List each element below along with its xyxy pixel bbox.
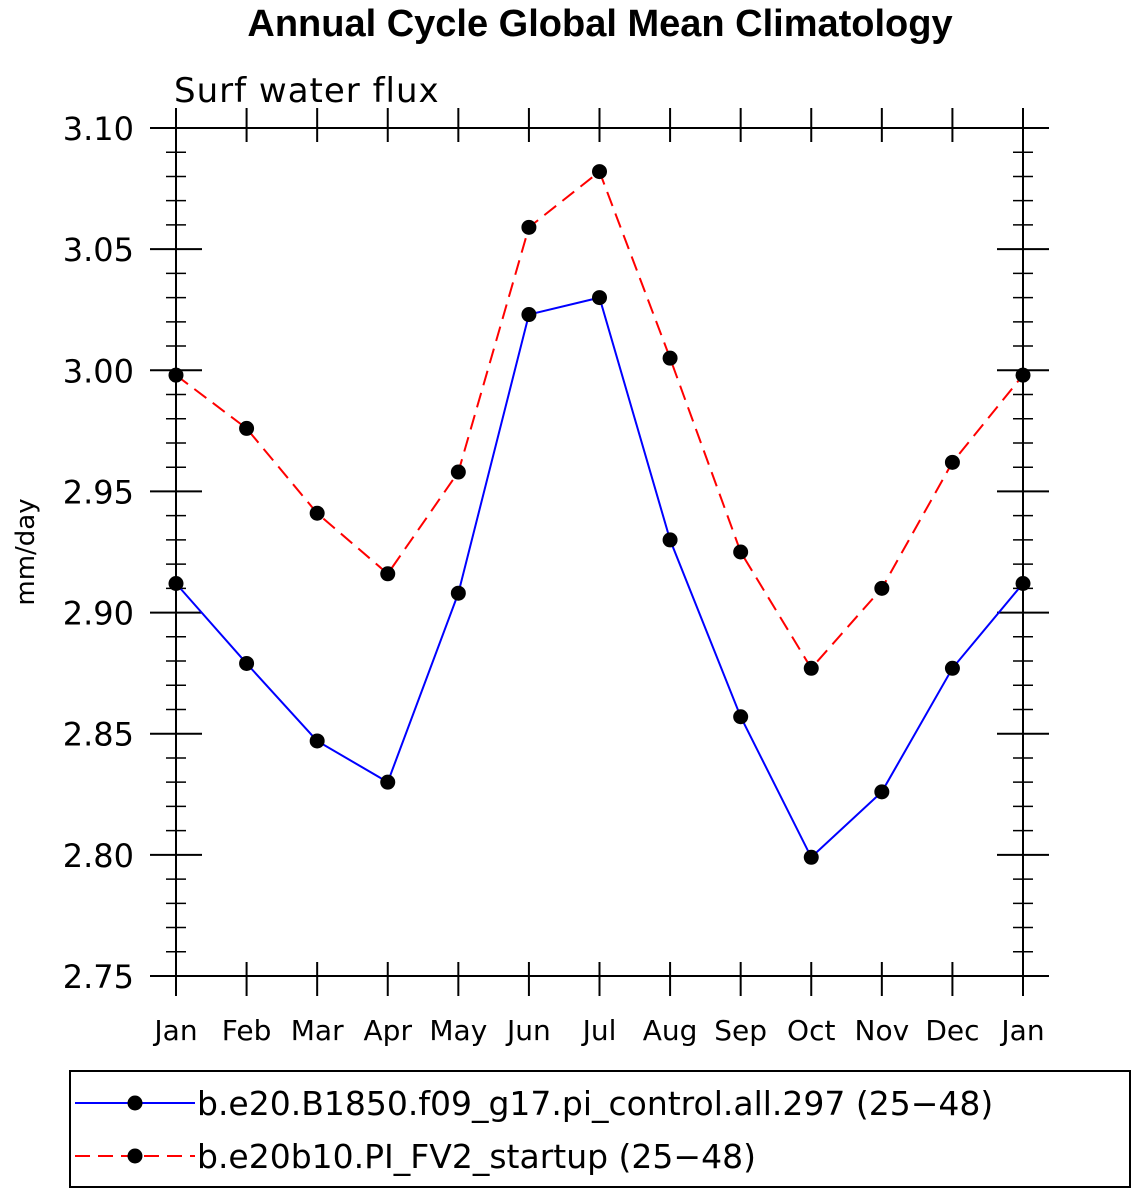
data-point xyxy=(380,774,396,790)
data-point xyxy=(592,290,607,306)
x-tick-label: Jul xyxy=(581,1014,617,1047)
x-tick-label: Apr xyxy=(364,1014,413,1047)
legend: b.e20.B1850.f09_g17.pi_control.all.297 (… xyxy=(69,1070,1131,1188)
data-point xyxy=(380,566,396,582)
x-tick-label: Feb xyxy=(222,1014,272,1047)
chart-subtitle: Surf water flux xyxy=(174,71,440,111)
y-tick-label: 2.95 xyxy=(63,473,134,511)
legend-marker xyxy=(127,1095,143,1111)
legend-marker xyxy=(127,1148,143,1164)
y-tick-label: 3.00 xyxy=(63,352,134,390)
data-point xyxy=(450,464,466,480)
series-line xyxy=(175,296,1024,859)
series-line xyxy=(175,169,1024,670)
x-tick-label: Nov xyxy=(855,1014,910,1047)
x-tick-label: Mar xyxy=(291,1014,344,1047)
axes: 2.75 2.80 2.85 2.90 2.95 3.00 3.05 3.10 Jan Feb Ma… xyxy=(63,108,1049,1047)
data-point xyxy=(309,733,325,749)
x-tick-label: May xyxy=(429,1014,487,1047)
legend-label: b.e20.B1850.f09_g17.pi_control.all.297 (… xyxy=(197,1084,993,1123)
data-point xyxy=(592,164,607,180)
data-point xyxy=(662,350,678,366)
y-tick-label: 2.85 xyxy=(63,716,134,754)
chart-title: Annual Cycle Global Mean Climatology xyxy=(247,3,952,45)
data-point xyxy=(1015,575,1031,591)
series-layer xyxy=(168,164,1031,865)
data-point xyxy=(874,580,890,596)
y-tick-label: 2.75 xyxy=(63,958,134,996)
data-point xyxy=(874,784,890,800)
data-point xyxy=(733,709,749,725)
data-point xyxy=(803,849,819,865)
x-tick-label: Oct xyxy=(787,1014,835,1047)
legend-label: b.e20b10.PI_FV2_startup (25−48) xyxy=(197,1137,756,1176)
y-tick-label: 3.05 xyxy=(63,231,134,269)
data-point xyxy=(239,655,255,671)
data-point xyxy=(803,660,819,676)
x-tick-label: Dec xyxy=(925,1014,979,1047)
data-point xyxy=(168,575,184,591)
plot-frame xyxy=(175,127,1024,977)
x-tick-label: Aug xyxy=(643,1014,698,1047)
data-point xyxy=(168,367,184,383)
y-tick-label: 3.10 xyxy=(63,110,134,148)
y-tick-label: 2.80 xyxy=(63,837,134,875)
x-tick-label: Jan xyxy=(152,1014,197,1047)
x-tick-label: Jun xyxy=(505,1014,551,1047)
x-tick-label: Jan xyxy=(999,1014,1044,1047)
data-point xyxy=(733,544,749,560)
y-axis-label: mm/day xyxy=(11,498,41,605)
data-point xyxy=(521,219,537,235)
data-point xyxy=(1015,367,1031,383)
y-tick-label: 2.90 xyxy=(63,595,134,633)
data-point xyxy=(944,454,960,470)
legend-box xyxy=(69,1070,1131,1188)
data-point xyxy=(521,307,537,323)
data-point xyxy=(662,532,678,548)
data-point xyxy=(239,420,255,436)
x-tick-label: Sep xyxy=(714,1014,767,1047)
data-point xyxy=(450,585,466,601)
data-point xyxy=(309,505,325,521)
data-point xyxy=(944,660,960,676)
